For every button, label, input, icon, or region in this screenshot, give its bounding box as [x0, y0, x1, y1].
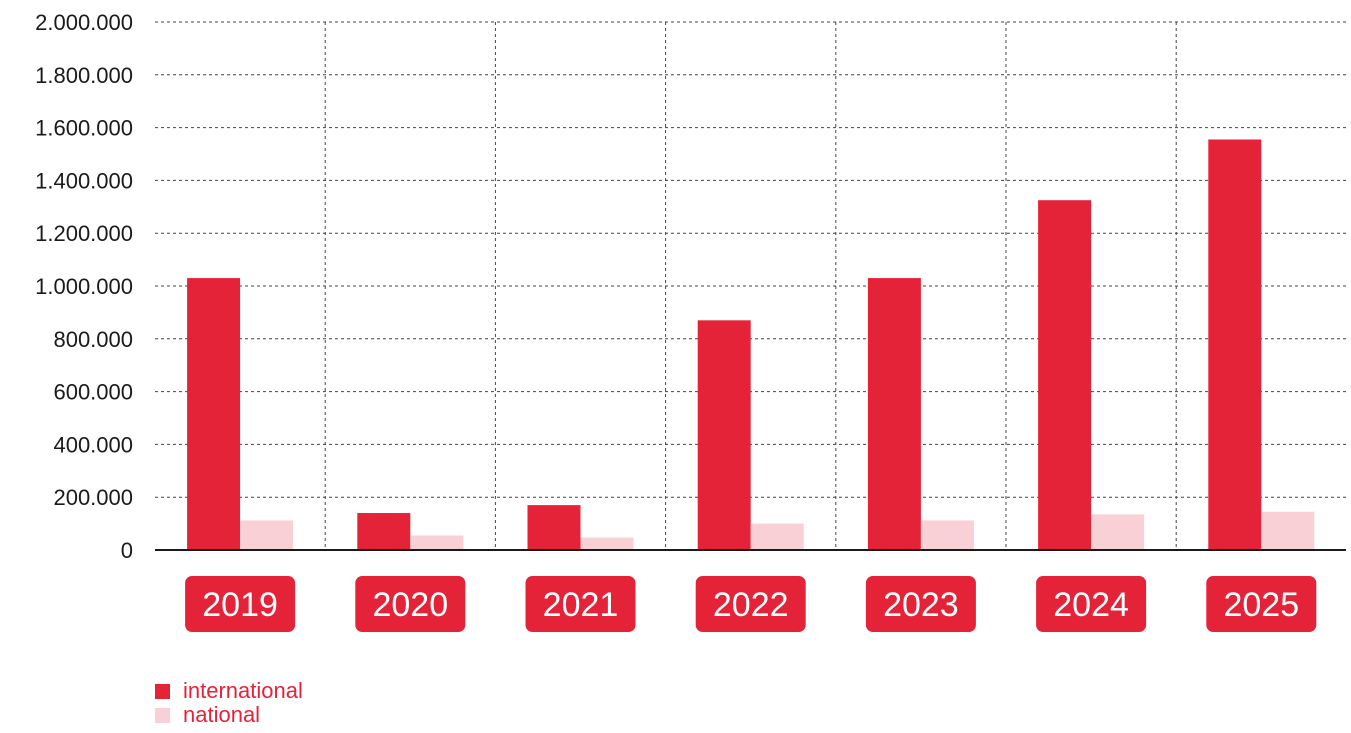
x-tick-badge: [695, 576, 806, 632]
x-tick-badge: [185, 576, 296, 632]
bar-international-2022: [697, 320, 751, 550]
bar-national-2019: [240, 520, 294, 550]
x-tick-label: 2021: [543, 586, 619, 624]
x-tick-label: 2020: [372, 586, 448, 624]
y-tick-label: 400.000: [53, 432, 133, 457]
bar-national-2025: [1261, 511, 1315, 550]
y-tick-label: 1.400.000: [35, 168, 133, 193]
grid-lines: [155, 21, 1346, 550]
bar-international-2024: [1038, 200, 1092, 550]
x-tick-label: 2023: [883, 586, 959, 624]
y-tick-label: 200.000: [53, 485, 133, 510]
x-tick-badge: [865, 576, 976, 632]
x-tick-label: 2022: [713, 586, 789, 624]
x-tick-badge: [1206, 576, 1317, 632]
bar-international-2019: [187, 278, 241, 550]
x-tick-badge: [355, 576, 466, 632]
bars: [187, 139, 1315, 551]
x-tick-badge: [525, 576, 636, 632]
y-tick-label: 1.000.000: [35, 274, 133, 299]
legend-label-international: international: [183, 678, 303, 703]
x-axis-tick-labels: 2019 2020 2021 2022 2023 2024 2025: [185, 576, 1317, 632]
legend-swatch-national: [155, 707, 170, 723]
x-tick-label: 2024: [1053, 586, 1129, 624]
y-tick-label: 1.200.000: [35, 221, 133, 246]
bar-national-2021: [580, 537, 634, 550]
bar-national-2020: [410, 535, 464, 550]
y-tick-label: 0: [121, 538, 133, 563]
legend-item-national: national: [155, 703, 303, 727]
y-tick-label: 800.000: [53, 327, 133, 352]
bar-national-2022: [750, 523, 804, 550]
legend-label-national: national: [183, 702, 261, 727]
y-axis-tick-labels: 0 200.000 400.000 600.000 800.000 1.000.000 1.…: [35, 10, 133, 563]
bar-international-2025: [1208, 139, 1262, 551]
y-tick-label: 600.000: [53, 380, 133, 405]
bar-international-2021: [527, 505, 581, 550]
y-tick-label: 1.800.000: [35, 63, 133, 88]
x-tick-badge: [1036, 576, 1147, 632]
bar-international-2020: [357, 513, 411, 550]
legend-item-international: international: [155, 679, 303, 703]
legend: international national: [155, 679, 303, 727]
bar-international-2023: [867, 278, 921, 550]
x-tick-label: 2025: [1223, 586, 1299, 624]
y-tick-label: 1.600.000: [35, 116, 133, 141]
bar-national-2024: [1091, 514, 1145, 550]
legend-swatch-international: [155, 683, 170, 699]
y-tick-label: 2.000.000: [35, 10, 133, 35]
bar-national-2023: [920, 520, 974, 550]
x-tick-label: 2019: [202, 586, 278, 624]
